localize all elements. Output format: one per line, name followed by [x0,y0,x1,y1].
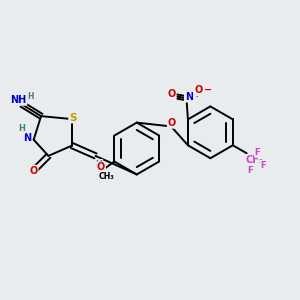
Text: CH₃: CH₃ [99,172,115,181]
Text: N: N [185,92,193,102]
Text: NH: NH [10,95,26,105]
Text: +: + [194,90,200,99]
Text: N: N [23,133,31,143]
Text: O: O [195,85,203,95]
Text: −: − [204,84,212,94]
Text: CF₃: CF₃ [245,155,264,165]
Text: S: S [69,112,76,123]
Text: O: O [97,162,105,172]
Text: H: H [96,160,103,169]
Text: O: O [168,118,176,128]
Text: H: H [19,124,26,133]
Text: O: O [168,89,176,99]
Text: F: F [261,160,266,169]
Text: O: O [30,166,38,176]
Text: F: F [255,148,260,157]
Text: F: F [247,167,252,176]
Text: H: H [27,92,33,100]
